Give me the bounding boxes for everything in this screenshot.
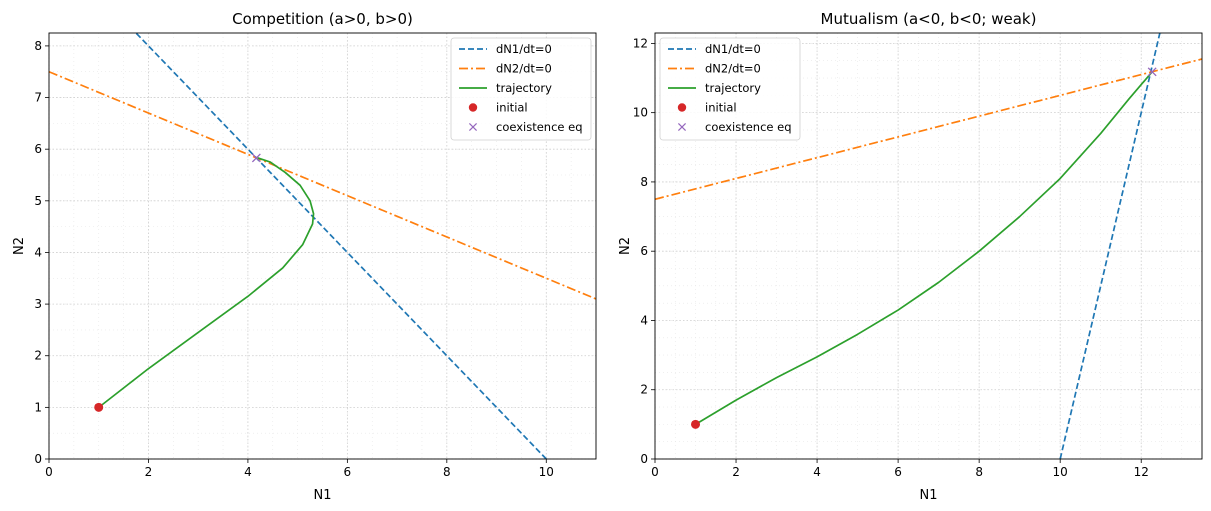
legend-entry-label: trajectory: [705, 81, 761, 95]
x-tick-label: 10: [1053, 465, 1068, 479]
y-tick-label: 7: [34, 91, 42, 105]
legend-x-stroke: [468, 122, 478, 132]
x-tick-label: 0: [651, 465, 659, 479]
plot-series: [655, 33, 1202, 459]
legend-swatch-x: [468, 122, 478, 132]
y-tick-label: 4: [34, 245, 42, 259]
initial-point-marker: [691, 419, 701, 429]
y-tick-label: 2: [640, 383, 648, 397]
x-tick-label: 12: [1134, 465, 1149, 479]
legend-entry-label: coexistence eq: [705, 120, 792, 134]
series-trajectory-line: [98, 157, 315, 409]
legend: dN1/dt=0 dN2/dt=0 trajectory initial coexist…: [659, 37, 801, 141]
legend-entry-label: dN1/dt=0: [496, 42, 552, 56]
y-tick-label: 0: [640, 452, 648, 466]
series-dn1-dt-0-line: [1059, 33, 1161, 459]
y-axis-label: N2: [618, 237, 633, 255]
y-tick-label: 1: [34, 400, 42, 414]
legend-entry-label: trajectory: [496, 81, 552, 95]
chart-title: Mutualism (a<0, b<0; weak): [821, 10, 1037, 28]
x-tick-label: 2: [732, 465, 740, 479]
x-axis-label: N1: [920, 488, 938, 503]
legend: dN1/dt=0 dN2/dt=0 trajectory initial coexist…: [450, 37, 592, 141]
series-dn1-dt-0-line: [134, 33, 547, 459]
y-tick-label: 8: [640, 175, 648, 189]
legend-entry-label: dN1/dt=0: [705, 42, 761, 56]
y-tick-label: 6: [34, 142, 42, 156]
x-tick-label: 0: [45, 465, 53, 479]
plot-series: [49, 33, 596, 459]
series-trajectory-line: [695, 71, 1153, 426]
y-axis-label: N2: [12, 237, 27, 255]
legend-entry-label: initial: [705, 101, 737, 115]
plot-frame: [48, 32, 597, 460]
legend-box: [659, 37, 801, 141]
x-marker-stroke: [1147, 67, 1157, 77]
initial-point-marker: [94, 402, 104, 412]
legend-swatch-dot: [468, 103, 478, 112]
x-tick-label: 6: [894, 465, 902, 479]
legend-x-stroke: [677, 122, 687, 132]
equilibrium-x-marker: [1147, 67, 1157, 77]
y-tick-label: 12: [633, 36, 648, 50]
y-tick-label: 6: [640, 244, 648, 258]
x-tick-label: 4: [813, 465, 821, 479]
legend-entry-label: initial: [496, 101, 528, 115]
chart-panel-2: 0 2 4 6 8 10 12 0 2 4 6 8 10 12 Mutualism (a<0, b<0; w…: [618, 10, 1203, 503]
x-tick-label: 8: [975, 465, 983, 479]
series-dn2-dt-0-line: [49, 70, 596, 300]
x-marker-stroke: [251, 153, 261, 163]
x-tick-label: 2: [145, 465, 153, 479]
legend-entry-label: dN2/dt=0: [496, 62, 552, 76]
legend-entry-label: coexistence eq: [496, 120, 583, 134]
legend-entry-label: dN2/dt=0: [705, 62, 761, 76]
legend-box: [450, 37, 592, 141]
y-tick-label: 8: [34, 39, 42, 53]
y-tick-label: 0: [34, 452, 42, 466]
chart-panel-1: 0 2 4 6 8 10 0 1 2 3 4 5 6 7 8 Competition (a>0, b>0) N1…: [12, 10, 597, 503]
x-tick-label: 8: [443, 465, 451, 479]
x-axis-label: N1: [314, 488, 332, 503]
y-tick-label: 5: [34, 194, 42, 208]
y-tick-label: 2: [34, 349, 42, 363]
equilibrium-x-marker: [251, 153, 261, 163]
plot-frame: [654, 32, 1203, 460]
x-tick-label: 10: [539, 465, 554, 479]
x-tick-label: 4: [244, 465, 252, 479]
x-tick-label: 6: [344, 465, 352, 479]
chart-title: Competition (a>0, b>0): [232, 10, 413, 28]
legend-swatch-x: [677, 122, 687, 132]
y-tick-label: 10: [633, 106, 648, 120]
y-tick-label: 3: [34, 297, 42, 311]
legend-swatch-dot: [677, 103, 687, 112]
y-tick-label: 4: [640, 313, 648, 327]
